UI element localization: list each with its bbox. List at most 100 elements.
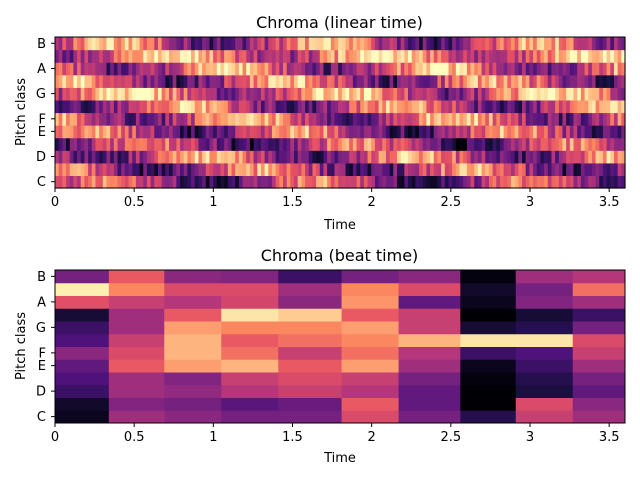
heatmap-cell	[319, 74, 325, 88]
heatmap-cell	[154, 87, 159, 101]
heatmap-cell	[330, 99, 336, 114]
heatmap-cell	[334, 37, 339, 51]
heatmap-cell	[128, 162, 133, 177]
heatmap-cell	[459, 37, 464, 51]
heatmap-cell	[511, 37, 516, 51]
heatmap-cell	[411, 74, 416, 88]
heatmap-cell	[338, 99, 343, 114]
heatmap-cell	[621, 49, 626, 63]
heatmap-cell	[345, 137, 350, 151]
heatmap-cell	[345, 125, 350, 139]
heatmap-cell	[455, 74, 461, 88]
heatmap-cell	[511, 125, 516, 139]
heatmap-cell	[235, 112, 240, 126]
heatmap-cell	[452, 150, 457, 164]
heatmap-cell	[572, 270, 626, 284]
heatmap-cell	[422, 74, 428, 88]
heatmap-cell	[547, 37, 553, 51]
heatmap-cell	[143, 37, 148, 51]
heatmap-cell	[470, 162, 475, 177]
heatmap-cell	[558, 99, 564, 114]
heatmap-cell	[294, 137, 299, 151]
heatmap-cell	[191, 49, 196, 63]
heatmap-cell	[595, 49, 600, 63]
heatmap-cell	[150, 112, 155, 126]
heatmap-cell	[433, 175, 439, 189]
heatmap-cell	[356, 175, 361, 189]
heatmap-cell	[62, 99, 67, 114]
heatmap-cell	[312, 37, 317, 51]
heatmap-cell	[257, 37, 262, 51]
heatmap-cell	[172, 62, 177, 76]
heatmap-cell	[198, 87, 203, 101]
heatmap-cell	[393, 74, 398, 88]
heatmap-cell	[312, 150, 317, 164]
heatmap-cell	[135, 112, 141, 126]
heatmap-cell	[191, 162, 196, 177]
heatmap-cell	[88, 87, 93, 101]
heatmap-cell	[408, 49, 413, 63]
heatmap-cell	[360, 175, 365, 189]
heatmap-cell	[198, 37, 203, 51]
heatmap-cell	[113, 125, 119, 139]
heatmap-cell	[617, 99, 622, 114]
heatmap-cell	[507, 150, 512, 164]
heatmap-cell	[492, 99, 497, 114]
heatmap-cell	[544, 74, 549, 88]
heatmap-cell	[257, 74, 262, 88]
heatmap-cell	[544, 150, 549, 164]
heatmap-cell	[393, 150, 398, 164]
heatmap-cell	[88, 162, 93, 177]
heatmap-cell	[180, 62, 185, 76]
heatmap-cell	[610, 112, 615, 126]
heatmap-cell	[533, 162, 538, 177]
heatmap-cell	[242, 87, 247, 101]
heatmap-cell	[297, 87, 302, 101]
heatmap-cell	[584, 162, 589, 177]
heatmap-cell	[459, 49, 464, 63]
heatmap-cell	[555, 74, 560, 88]
heatmap-cell	[398, 270, 461, 284]
heatmap-cell	[562, 162, 567, 177]
heatmap-cell	[422, 99, 428, 114]
heatmap-cell	[290, 137, 295, 151]
heatmap-cell	[283, 150, 288, 164]
heatmap-cell	[551, 175, 556, 189]
heatmap-cell	[477, 49, 483, 63]
heatmap-cell	[507, 137, 512, 151]
heatmap-cell	[264, 49, 269, 63]
heatmap-cell	[602, 137, 608, 151]
x-tick-label: 3.5	[599, 430, 620, 445]
x-tick-label: 3	[526, 430, 534, 445]
heatmap-cell	[463, 150, 468, 164]
heatmap-cell	[382, 87, 387, 101]
heatmap-cell	[227, 87, 233, 101]
heatmap-cell	[183, 137, 188, 151]
heatmap-cell	[279, 137, 284, 151]
heatmap-cell	[58, 74, 63, 88]
x-ticks-beat: 0 0.5 1 1.5 2 2.5 3 3.5	[51, 423, 620, 445]
heatmap-cell	[588, 150, 593, 164]
heatmap-cell	[555, 87, 560, 101]
heatmap-cell	[371, 87, 376, 101]
heatmap-cell	[547, 137, 553, 151]
heatmap-cell	[398, 397, 461, 411]
heatmap-cell	[496, 150, 501, 164]
heatmap-cell	[474, 112, 479, 126]
heatmap-cell	[341, 150, 347, 164]
heatmap-cell	[235, 150, 240, 164]
heatmap-cell	[606, 150, 611, 164]
heatmap-cell	[286, 37, 291, 51]
heatmap-cell	[408, 175, 413, 189]
heatmap-cell	[430, 150, 435, 164]
heatmap-cell	[55, 125, 60, 139]
heatmap-cell	[398, 410, 461, 424]
heatmap-cell	[515, 359, 574, 373]
heatmap-cell	[477, 175, 483, 189]
heatmap-cell	[404, 162, 409, 177]
heatmap-cell	[363, 162, 369, 177]
heatmap-cell	[58, 37, 63, 51]
heatmap-cell	[378, 162, 383, 177]
heatmap-cell	[470, 49, 475, 63]
heatmap-cell	[426, 87, 431, 101]
